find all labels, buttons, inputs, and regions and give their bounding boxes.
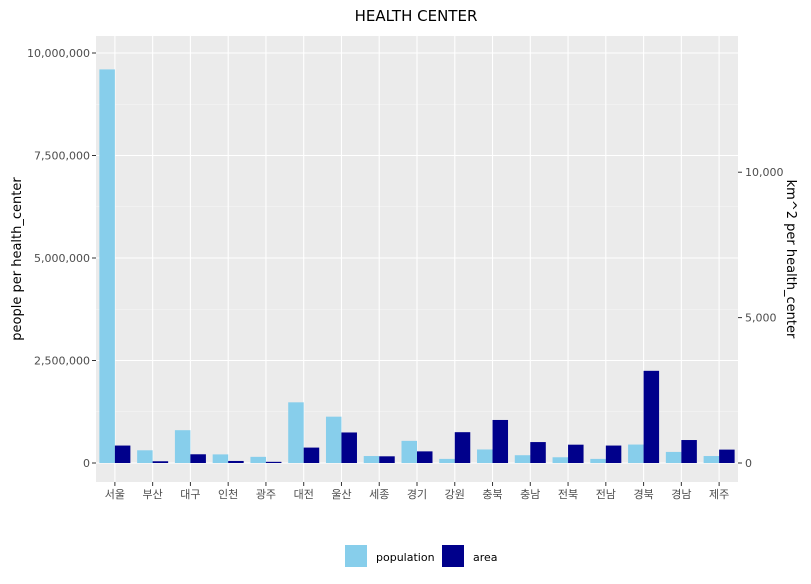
bar-area-3 [228,460,244,463]
bar-population-1 [137,450,153,463]
y-left-tick-label: 7,500,000 [34,150,90,163]
bar-area-9 [454,432,471,463]
bar-population-6 [325,416,342,463]
bar-population-13 [590,458,606,463]
bar-population-8 [401,440,417,463]
bar-population-3 [212,454,229,463]
x-tick-label: 인천 [218,487,238,501]
bar-area-7 [379,456,395,463]
y-axis-left: 0 2,500,000 5,000,000 7,500,000 10,000,000 [27,47,96,470]
bar-population-14 [628,444,644,463]
bar-area-11 [530,442,546,463]
x-tick-label: 경남 [671,488,691,501]
bar-population-4 [250,456,266,463]
bar-area-10 [492,419,509,463]
x-tick-label: 대전 [294,488,314,501]
legend-swatch-population [345,545,367,567]
bar-population-12 [552,457,569,463]
y-right-tick-label: 0 [745,457,752,470]
bar-population-15 [665,451,682,463]
bar-area-0 [114,445,131,463]
bar-area-8 [417,451,433,463]
bar-area-12 [568,444,584,463]
x-tick-label: 충남 [520,488,540,501]
bar-population-0 [99,69,115,464]
x-tick-label: 경기 [407,488,427,501]
bar-population-16 [703,456,720,463]
y-axis-left-title: people per health_center [10,177,25,341]
bar-area-2 [190,454,206,463]
bar-population-7 [363,456,380,463]
x-tick-label: 전북 [558,488,578,501]
y-left-tick-label: 0 [83,457,90,470]
bar-area-6 [341,432,357,463]
x-tick-label: 강원 [445,488,465,501]
x-tick-label: 울산 [331,488,351,501]
y-axis-right: 0 5,000 10,000 [738,166,784,470]
legend: population area [345,545,498,567]
x-tick-label: 제주 [709,488,729,501]
bars [99,69,735,464]
y-left-tick-label: 5,000,000 [34,252,90,265]
legend-label-population: population [376,551,435,564]
bar-area-15 [681,440,697,463]
y-axis-right-title: km^2 per health_center [783,180,798,339]
bar-population-5 [288,402,304,463]
bar-population-11 [514,455,531,463]
legend-label-area: area [473,551,498,564]
bar-area-14 [643,370,660,463]
x-axis: 서울 부산 대구 인천 광주 대전 울산 세종 경기 강원 충북 충남 전북 전남 경북 경남 제주 [105,482,729,501]
chart-title: HEALTH CENTER [355,7,478,25]
y-right-tick-label: 10,000 [745,166,784,179]
bar-area-4 [265,461,282,463]
bar-population-9 [439,458,455,463]
x-tick-label: 전남 [596,488,616,501]
x-tick-label: 충북 [482,488,502,501]
x-tick-label: 경북 [633,488,653,501]
legend-swatch-area [442,545,464,567]
x-tick-label: 광주 [256,488,276,501]
x-tick-label: 부산 [143,488,163,501]
y-left-tick-label: 2,500,000 [34,355,90,368]
x-tick-label: 세종 [369,488,389,501]
bar-area-16 [719,449,735,463]
x-tick-label: 서울 [105,488,125,501]
bar-area-1 [152,461,169,463]
bar-area-5 [303,447,320,463]
x-tick-label: 대구 [180,488,200,501]
bar-area-13 [605,445,622,463]
y-right-tick-label: 5,000 [745,312,777,325]
y-left-tick-label: 10,000,000 [27,47,90,60]
bar-population-2 [174,430,191,463]
bar-population-10 [477,449,493,463]
